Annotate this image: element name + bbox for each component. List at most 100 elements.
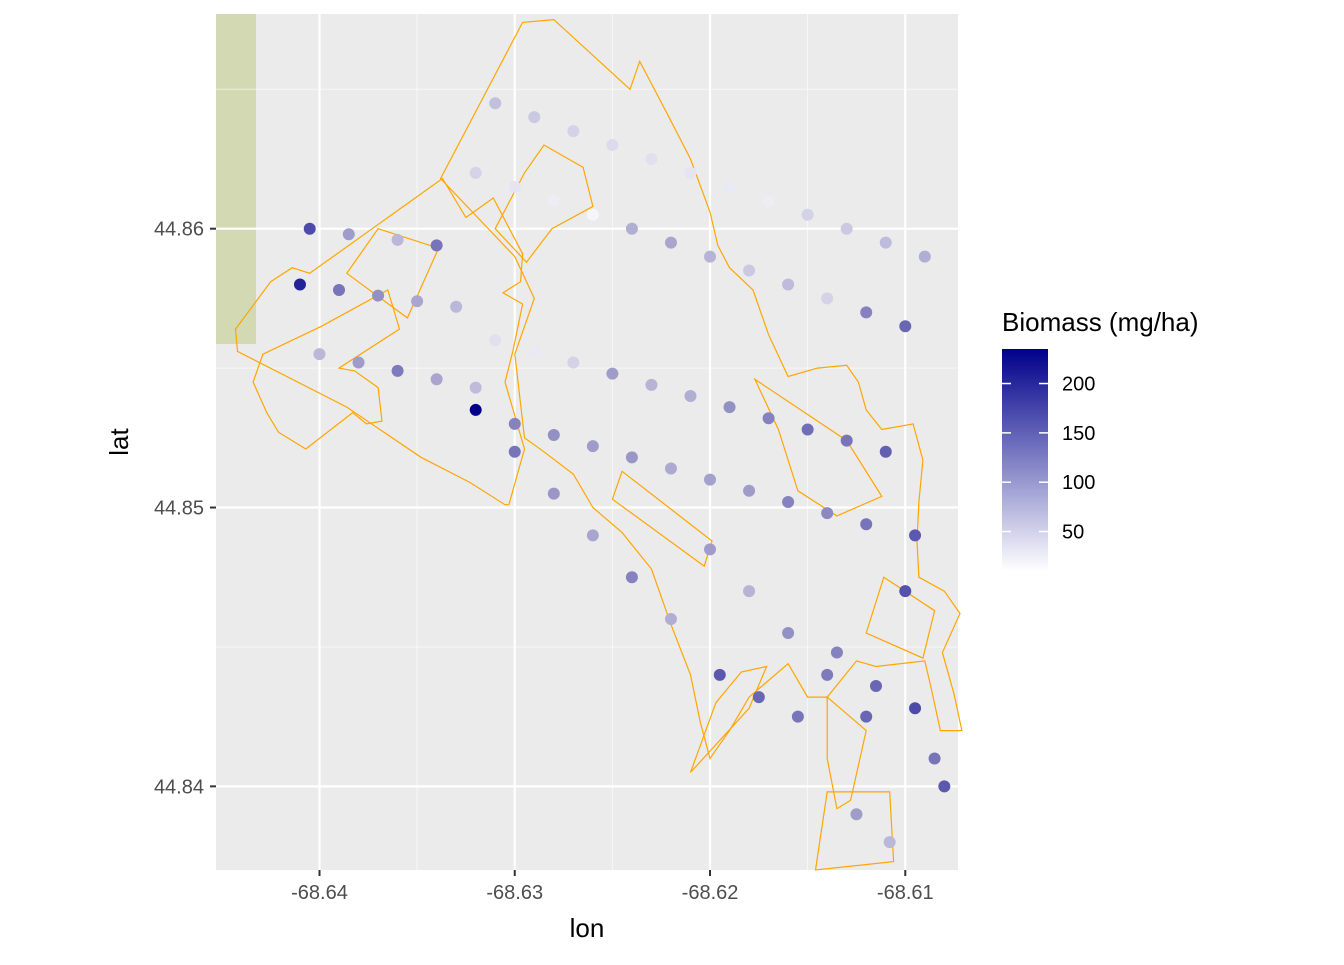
biomass-point	[860, 518, 873, 531]
biomass-point	[704, 543, 717, 556]
plot-panel	[216, 14, 958, 870]
biomass-point	[352, 356, 365, 369]
y-axis-title: lat	[104, 427, 134, 455]
biomass-point	[840, 222, 853, 235]
biomass-point	[704, 473, 717, 486]
biomass-point	[469, 381, 482, 394]
biomass-point	[713, 668, 726, 681]
field-boundary	[689, 665, 768, 773]
biomass-point	[743, 585, 756, 598]
grid-lines	[216, 14, 958, 870]
biomass-point	[723, 401, 736, 414]
biomass-point	[547, 487, 560, 500]
biomass-point	[528, 111, 541, 124]
biomass-point	[664, 613, 677, 626]
field-boundary	[494, 144, 594, 264]
biomass-point	[821, 507, 834, 520]
biomass-point	[909, 702, 922, 715]
biomass-point	[840, 434, 853, 447]
biomass-point	[879, 445, 892, 458]
biomass-point	[645, 378, 658, 391]
biomass-point	[938, 780, 951, 793]
legend-tick-label: 200	[1062, 374, 1095, 396]
biomass-point	[508, 417, 521, 430]
x-axis-ticks: -68.64 -68.63 -68.62 -68.61	[291, 870, 934, 904]
biomass-points	[293, 97, 951, 849]
biomass-point	[625, 451, 638, 464]
biomass-point	[821, 668, 834, 681]
biomass-point	[821, 292, 834, 305]
y-tick-label: 44.84	[154, 776, 204, 798]
biomass-point	[782, 278, 795, 291]
biomass-point	[801, 208, 814, 221]
biomass-point	[850, 808, 863, 821]
biomass-point	[411, 295, 424, 308]
biomass-point	[450, 300, 463, 313]
biomass-point	[489, 334, 502, 347]
field-boundary	[826, 695, 867, 810]
biomass-point	[860, 710, 873, 723]
field-boundary	[814, 791, 895, 871]
biomass-point	[547, 194, 560, 207]
field-boundary	[865, 576, 936, 659]
biomass-point	[743, 264, 756, 277]
legend: Biomass (mg/ha) 50 100 150 200	[1002, 307, 1199, 571]
biomass-point	[830, 646, 843, 659]
biomass-point	[430, 239, 443, 252]
biomass-point	[743, 484, 756, 497]
x-tick-label: -68.61	[877, 882, 934, 904]
biomass-point	[430, 373, 443, 386]
biomass-point	[801, 423, 814, 436]
y-tick-label: 44.85	[154, 498, 204, 520]
biomass-point	[342, 228, 355, 241]
biomass-point	[586, 529, 599, 542]
legend-colorbar	[1002, 349, 1048, 571]
y-tick-label: 44.86	[154, 219, 204, 241]
biomass-point	[586, 208, 599, 221]
field-boundary	[234, 177, 526, 506]
biomass-point	[489, 97, 502, 110]
biomass-point	[899, 585, 912, 598]
biomass-point	[469, 403, 482, 416]
legend-title: Biomass (mg/ha)	[1002, 307, 1199, 337]
biomass-point	[586, 440, 599, 453]
field-boundaries	[234, 18, 963, 871]
biomass-point	[625, 222, 638, 235]
biomass-point	[782, 626, 795, 639]
biomass-point	[918, 250, 931, 263]
y-axis-ticks: 44.84 44.85 44.86	[154, 219, 216, 798]
biomass-point	[303, 222, 316, 235]
field-boundary	[252, 289, 401, 450]
biomass-point	[782, 495, 795, 508]
biomass-point	[508, 445, 521, 458]
biomass-point	[391, 233, 404, 246]
x-axis-title: lon	[570, 913, 605, 943]
biomass-point	[762, 412, 775, 425]
x-tick-label: -68.63	[486, 882, 543, 904]
x-tick-label: -68.64	[291, 882, 348, 904]
biomass-point	[508, 180, 521, 193]
biomass-point	[293, 278, 306, 291]
biomass-point	[684, 389, 697, 402]
field-boundary	[611, 470, 713, 568]
biomass-point	[567, 356, 580, 369]
biomass-point	[333, 284, 346, 297]
legend-ticks: 50 100 150 200	[1002, 374, 1095, 544]
biomass-point	[791, 710, 804, 723]
biomass-point	[547, 429, 560, 442]
biomass-point	[469, 166, 482, 179]
biomass-point	[899, 320, 912, 333]
biomass-point	[879, 236, 892, 249]
biomass-point	[606, 139, 619, 152]
field-boundary	[345, 227, 440, 319]
biomass-point	[762, 194, 775, 207]
biomass-point	[664, 236, 677, 249]
biomass-point	[909, 529, 922, 542]
basemap-patch	[216, 14, 256, 344]
x-tick-label: -68.62	[682, 882, 739, 904]
biomass-point	[645, 152, 658, 165]
biomass-point	[752, 691, 765, 704]
biomass-point	[625, 571, 638, 584]
